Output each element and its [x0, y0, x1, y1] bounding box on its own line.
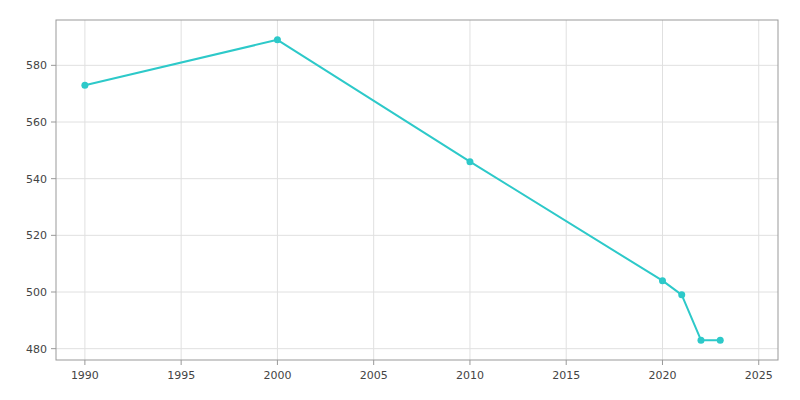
x-tick — [566, 360, 567, 365]
x-tick-label: 2000 — [263, 369, 291, 382]
x-tick — [373, 360, 374, 365]
axes: 1990 1995 2000 2005 2010 2015 2020 2025 480 500 52… — [26, 59, 773, 382]
y-tick-label: 540 — [26, 173, 47, 186]
chart: 1990 1995 2000 2005 2010 2015 2020 2025 480 500 52… — [0, 0, 800, 400]
y-grid-line — [56, 348, 778, 349]
point — [274, 36, 281, 43]
data-layer — [81, 36, 723, 343]
point — [697, 337, 704, 344]
point — [659, 277, 666, 284]
x-tick-label: 2020 — [648, 369, 676, 382]
chart-container: 1990 1995 2000 2005 2010 2015 2020 2025 480 500 52… — [0, 0, 800, 400]
x-grid-line — [758, 20, 759, 360]
x-tick-label: 2010 — [456, 369, 484, 382]
x-tick-label: 2005 — [360, 369, 388, 382]
x-grid-line — [181, 20, 182, 360]
point — [678, 291, 685, 298]
x-grid-line — [566, 20, 567, 360]
y-tick-label: 580 — [26, 59, 47, 72]
y-tick — [51, 292, 56, 293]
point — [81, 82, 88, 89]
plot-frame — [56, 20, 778, 360]
y-grid-line — [56, 235, 778, 236]
point — [717, 337, 724, 344]
y-tick — [51, 348, 56, 349]
y-tick-label: 480 — [26, 343, 47, 356]
x-grid-line — [84, 20, 85, 360]
y-tick — [51, 65, 56, 66]
y-tick-label: 520 — [26, 229, 47, 242]
x-tick-label: 2015 — [552, 369, 580, 382]
line — [85, 40, 720, 340]
y-tick — [51, 122, 56, 123]
y-grid-line — [56, 122, 778, 123]
x-grid-line — [373, 20, 374, 360]
point — [466, 158, 473, 165]
x-tick — [181, 360, 182, 365]
x-tick-label: 1995 — [167, 369, 195, 382]
x-tick — [758, 360, 759, 365]
grid — [56, 20, 778, 360]
y-tick — [51, 178, 56, 179]
x-tick — [662, 360, 663, 365]
x-grid-line — [662, 20, 663, 360]
y-tick-label: 500 — [26, 286, 47, 299]
y-grid-line — [56, 292, 778, 293]
y-tick — [51, 235, 56, 236]
y-grid-line — [56, 178, 778, 179]
y-tick-label: 560 — [26, 116, 47, 129]
x-tick-label: 2025 — [745, 369, 773, 382]
x-tick — [469, 360, 470, 365]
x-tick-label: 1990 — [71, 369, 99, 382]
x-grid-line — [469, 20, 470, 360]
x-tick — [277, 360, 278, 365]
x-grid-line — [277, 20, 278, 360]
x-tick — [84, 360, 85, 365]
